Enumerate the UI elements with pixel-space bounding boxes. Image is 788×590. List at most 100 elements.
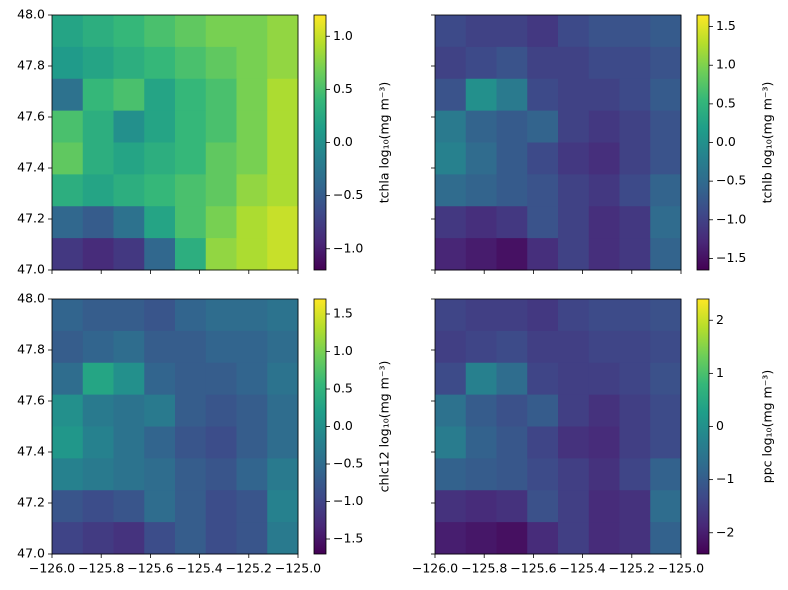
heatmap-cell [496, 15, 528, 48]
heatmap-cell [267, 330, 299, 364]
heatmap-cell [435, 174, 467, 207]
colorbar-tick-label: 0.0 [333, 418, 353, 433]
heatmap-cell [236, 394, 268, 427]
heatmap-cell [588, 78, 620, 112]
heatmap-cell [205, 110, 237, 143]
heatmap-cell [205, 174, 237, 207]
colorbar-tick-label: −2 [716, 524, 734, 539]
colorbar-tick-label: −0.5 [333, 456, 363, 471]
heatmap-cell [144, 15, 176, 48]
heatmap-cell [650, 174, 682, 207]
heatmap-cell [527, 206, 559, 239]
heatmap-cell [52, 426, 84, 459]
heatmap-cell [113, 490, 145, 523]
heatmap-cell [435, 490, 467, 523]
colorbar-tick-label: 1 [716, 365, 724, 380]
heatmap-cell [267, 299, 299, 332]
heatmap-cell [82, 426, 114, 459]
heatmap-cell [465, 362, 497, 396]
y-tick-label: 47.4 [17, 160, 45, 175]
heatmap-cell [113, 522, 145, 555]
heatmap-cell [650, 394, 682, 427]
heatmap-cell [496, 174, 528, 207]
heatmap-cell [588, 458, 620, 491]
heatmap-cell [650, 46, 682, 80]
heatmap-cell [52, 46, 84, 80]
heatmap-cell [236, 15, 268, 48]
heatmap-cell [82, 330, 114, 364]
colorbar-tick-label: −1.0 [716, 211, 746, 226]
heatmap-cell [267, 78, 299, 112]
heatmap-cell [558, 206, 590, 239]
heatmap-cell [527, 46, 559, 80]
heatmap-cell [205, 330, 237, 364]
heatmap-cell [267, 394, 299, 427]
heatmap-cell [527, 15, 559, 48]
heatmap-cell [465, 78, 497, 112]
heatmap-cell [588, 394, 620, 427]
x-tick-label: −125.2 [609, 561, 655, 576]
heatmap-cell [113, 174, 145, 207]
heatmap-cell [650, 490, 682, 523]
heatmap-cell [267, 142, 299, 175]
heatmap-cell [236, 458, 268, 491]
heatmap-cell [527, 394, 559, 427]
plot-frame [434, 14, 682, 271]
colorbar-tick-label: 2 [716, 312, 724, 327]
heatmap-cell [205, 78, 237, 112]
heatmap-cell [527, 238, 559, 271]
heatmap-cell [527, 458, 559, 491]
heatmap-cell [527, 426, 559, 459]
heatmap-cell [465, 110, 497, 143]
heatmap-cell [650, 330, 682, 364]
colorbar [696, 14, 710, 271]
heatmap-cell [558, 330, 590, 364]
heatmap-cell [113, 206, 145, 239]
heatmap-cell [144, 330, 176, 364]
heatmap-cell [465, 458, 497, 491]
heatmap-cell [619, 142, 651, 175]
heatmap-cell [144, 174, 176, 207]
colorbar-label: ppc log₁₀(mg m⁻³) [760, 370, 775, 483]
heatmap-cell [619, 299, 651, 332]
heatmap-cell [465, 46, 497, 80]
heatmap-cell [496, 110, 528, 143]
heatmap-cell [527, 490, 559, 523]
heatmap-cell [82, 522, 114, 555]
colorbar [696, 298, 710, 555]
heatmap-cell [175, 458, 207, 491]
heatmap-cell [52, 142, 84, 175]
heatmap-cell [52, 458, 84, 491]
heatmap-cell [144, 522, 176, 555]
heatmap-cell [619, 174, 651, 207]
heatmap-cell [236, 522, 268, 555]
x-tick-label: −125.2 [226, 561, 272, 576]
heatmap-cell [267, 206, 299, 239]
heatmap-cell [465, 142, 497, 175]
heatmap-cell [52, 238, 84, 271]
colorbar-tick-label: −0.5 [716, 173, 746, 188]
heatmap-cell [205, 458, 237, 491]
heatmap-cell [496, 490, 528, 523]
heatmap-cell [205, 299, 237, 332]
heatmap-cell [82, 174, 114, 207]
heatmap-cell [527, 330, 559, 364]
heatmap-cell [435, 78, 467, 112]
colorbar-tick-label: −1.5 [716, 250, 746, 265]
heatmap-cell [465, 490, 497, 523]
heatmap-cell [113, 426, 145, 459]
colorbar [313, 298, 327, 555]
heatmap-cell [619, 206, 651, 239]
heatmap-cell [144, 458, 176, 491]
heatmap-cell [650, 522, 682, 555]
y-tick-label: 47.4 [17, 444, 45, 459]
heatmap-cell [558, 142, 590, 175]
x-tick-label: −125.6 [510, 561, 556, 576]
heatmap-cell [619, 522, 651, 555]
y-tick-label: 47.6 [17, 109, 45, 124]
heatmap-cell [496, 362, 528, 396]
colorbar-tick-label: 1.0 [333, 343, 353, 358]
heatmap-cell [588, 426, 620, 459]
heatmap-cell [619, 330, 651, 364]
